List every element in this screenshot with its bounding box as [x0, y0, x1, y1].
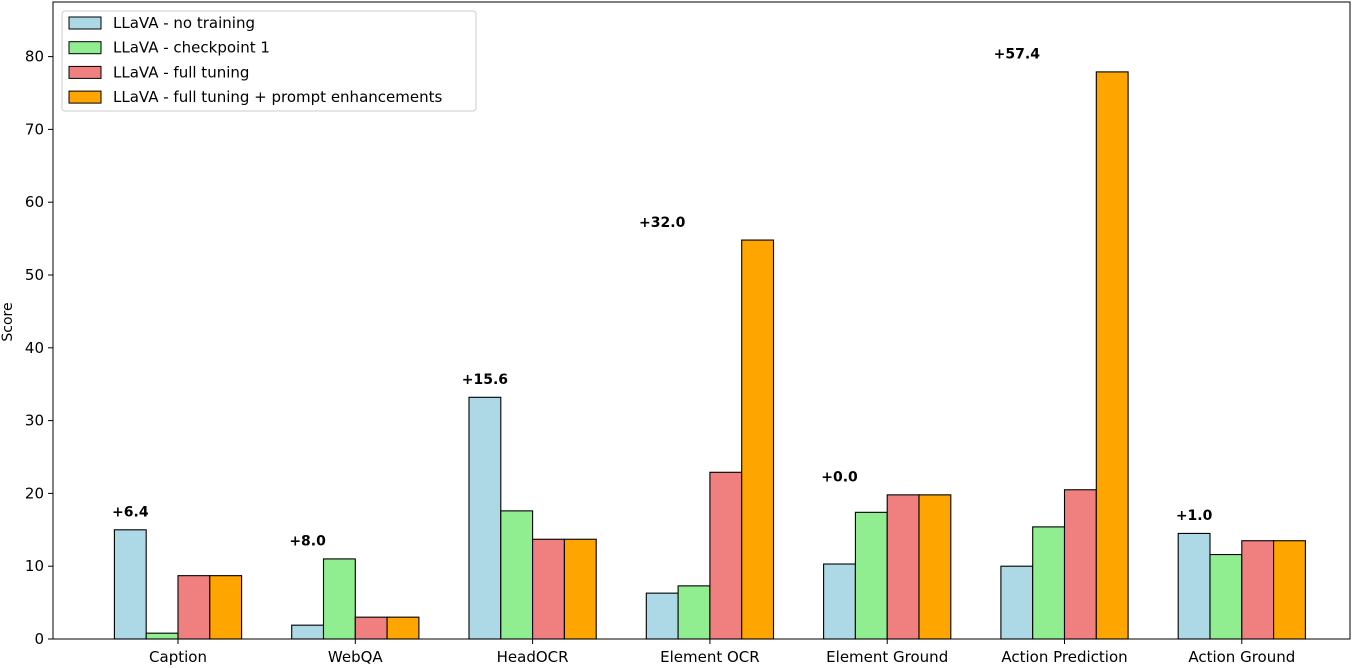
x-tick-label: Action Prediction — [1001, 648, 1127, 666]
y-tick-label: 80 — [25, 48, 44, 66]
bar — [145, 632, 179, 640]
y-tick-label: 20 — [25, 484, 44, 502]
improvement-annotation: +57.4 — [994, 47, 1041, 63]
bar — [1000, 565, 1034, 640]
bars-layer — [113, 71, 1306, 640]
annotations-layer: +6.4 +8.0 +15.6 +32.0 +0.0 +57.4 +1.0 — [112, 47, 1213, 550]
bar — [645, 592, 679, 640]
bar — [741, 239, 775, 640]
y-tick-label: 50 — [25, 266, 44, 284]
x-tick-label: Element OCR — [660, 648, 760, 666]
improvement-annotation: +8.0 — [289, 534, 326, 550]
bar — [113, 529, 147, 640]
bar — [1209, 553, 1243, 640]
bar — [177, 575, 211, 640]
bar — [1241, 540, 1275, 640]
bar — [532, 538, 565, 640]
bar — [823, 563, 856, 640]
y-tick-label: 0 — [34, 630, 44, 648]
legend-label: LLaVA - checkpoint 1 — [113, 39, 270, 57]
bar — [468, 396, 502, 640]
improvement-annotation: +6.4 — [112, 505, 149, 521]
y-axis-title: Score — [0, 302, 16, 341]
x-tick-label: Caption — [149, 648, 207, 666]
bar — [500, 510, 534, 640]
bar — [677, 585, 711, 640]
bar — [563, 538, 597, 640]
y-axis: 0 10 20 30 40 50 60 70 80 — [25, 48, 53, 648]
y-tick-label: 70 — [25, 120, 44, 138]
legend-label: LLaVA - full tuning + prompt enhancement… — [113, 88, 442, 106]
legend-label: LLaVA - full tuning — [113, 63, 249, 81]
x-tick-label: WebQA — [328, 648, 384, 666]
y-tick-label: 60 — [25, 193, 44, 211]
improvement-annotation: +0.0 — [821, 470, 858, 486]
bar — [1032, 526, 1066, 640]
y-tick-label: 30 — [25, 412, 44, 430]
improvement-annotation: +15.6 — [462, 372, 508, 388]
improvement-annotation: +1.0 — [1176, 508, 1213, 524]
legend-swatch — [68, 65, 102, 79]
bar — [291, 624, 325, 640]
bar — [886, 494, 920, 640]
legend-swatch — [68, 90, 102, 104]
bar — [1063, 489, 1097, 640]
legend-swatch — [68, 41, 102, 55]
x-axis: Caption WebQA HeadOCR Element OCR Element Gr… — [149, 639, 1295, 666]
legend-label: LLaVA - no training — [113, 14, 255, 32]
legend-swatch — [68, 16, 102, 30]
y-tick-label: 40 — [25, 339, 44, 357]
bar — [209, 575, 243, 640]
improvement-annotation: +32.0 — [639, 215, 686, 231]
legend: LLaVA - no training LLaVA - checkpoint 1 L… — [61, 10, 477, 112]
bar — [1273, 540, 1306, 640]
bar — [322, 558, 356, 640]
bar — [918, 494, 952, 640]
plot-frame — [52, 1, 1351, 640]
bar — [709, 471, 743, 640]
legend-frame — [61, 10, 477, 112]
bar — [1177, 532, 1211, 640]
bar — [354, 616, 388, 640]
bar — [386, 616, 420, 640]
bar — [854, 511, 888, 640]
x-tick-label: HeadOCR — [497, 648, 569, 666]
x-tick-label: Element Ground — [826, 648, 948, 666]
y-tick-label: 10 — [25, 557, 44, 575]
bar — [1095, 71, 1129, 640]
x-tick-label: Action Ground — [1188, 648, 1295, 666]
